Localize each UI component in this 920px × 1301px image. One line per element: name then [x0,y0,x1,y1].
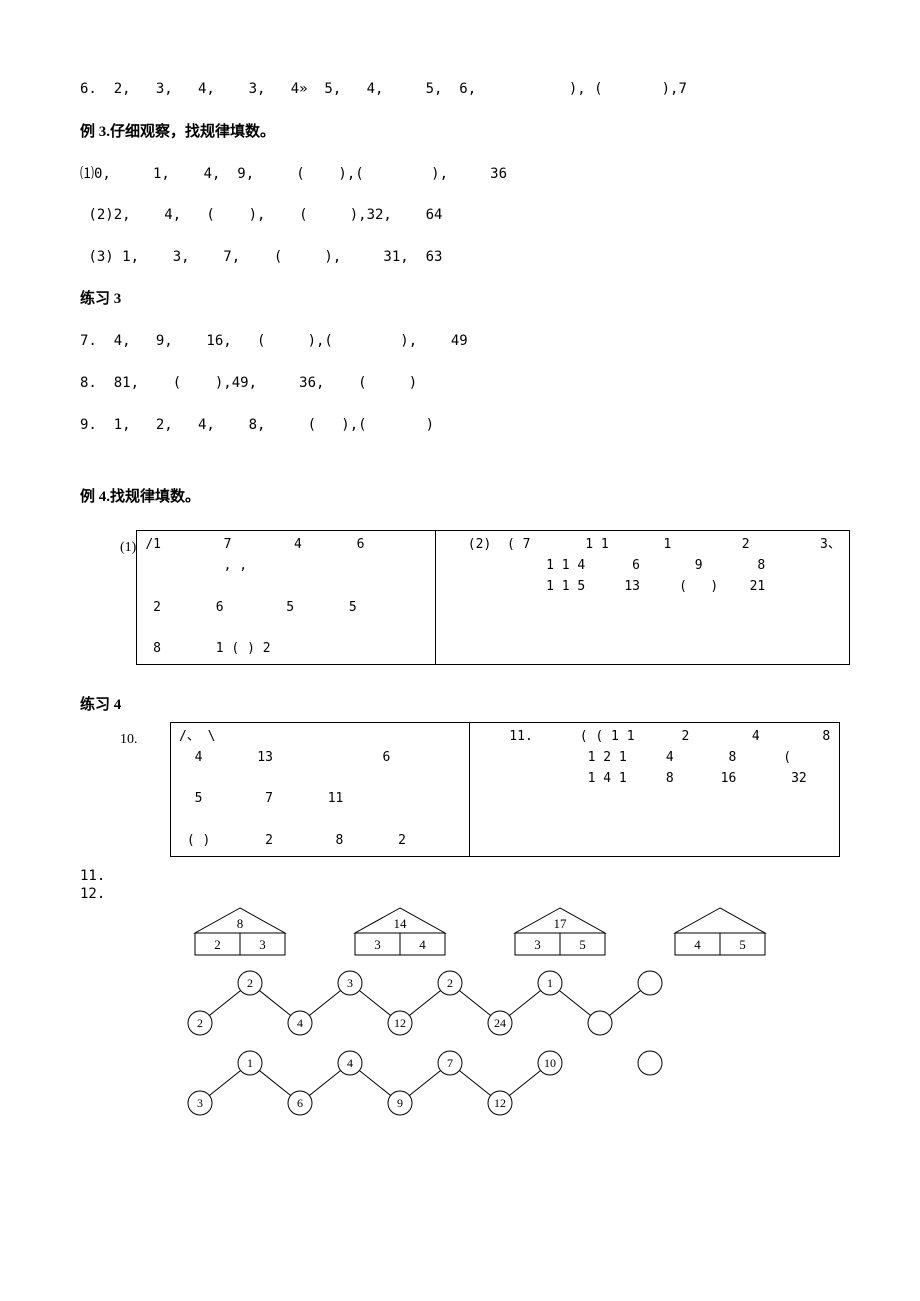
svg-text:24: 24 [494,1016,506,1030]
svg-text:17: 17 [554,916,568,931]
svg-text:2: 2 [197,1016,203,1030]
svg-text:5: 5 [579,937,586,952]
practice-4-right-box: 11. ( ( 1 1 2 4 8 1 2 1 4 8 ( 1 4 1 8 16… [470,722,840,857]
svg-text:4: 4 [347,1056,353,1070]
svg-text:12: 12 [394,1016,406,1030]
svg-text:6: 6 [297,1096,303,1110]
svg-text:4: 4 [297,1016,303,1030]
example-3-item-3: (3) 1, 3, 7, ( ), 31, 63 [80,248,840,268]
svg-text:2: 2 [447,976,453,990]
svg-text:3: 3 [197,1096,203,1110]
svg-text:7: 7 [447,1056,453,1070]
svg-text:1: 1 [247,1056,253,1070]
practice-3-item-8: 8. 81, ( ),49, 36, ( ) [80,374,840,394]
svg-text:12: 12 [494,1096,506,1110]
svg-text:14: 14 [394,916,408,931]
example-4-label: (1) [120,530,136,665]
svg-text:1: 1 [547,976,553,990]
example-3-title: 例 3.仔细观察，找规律填数。 [80,122,840,143]
example-4-left-box: /1 7 4 6 , , 2 6 5 5 8 1 ( ) 2 [136,530,436,665]
svg-text:3: 3 [374,937,381,952]
example-4-title: 例 4.找规律填数。 [80,487,840,508]
practice-4-title: 练习 4 [80,695,840,716]
practice-3-item-9: 9. 1, 2, 4, 8, ( ),( ) [80,416,840,436]
svg-text:5: 5 [739,937,746,952]
practice-3-item-7: 7. 4, 9, 16, ( ),( ), 49 [80,332,840,352]
svg-text:2: 2 [214,937,221,952]
svg-text:9: 9 [397,1096,403,1110]
question-6: 6. 2, 3, 4, 3, 4» 5, 4, 5, 6, ), ( ),7 [80,80,840,100]
svg-text:3: 3 [259,937,266,952]
pattern-diagram: 823143417354523212412241471036912 [180,903,820,1123]
example-3-item-1: ⑴0, 1, 4, 9, ( ),( ), 36 [80,165,840,185]
practice-4-label: 10. [120,722,170,857]
svg-text:3: 3 [534,937,541,952]
example-4-right-box: (2) ( 7 1 1 1 2 3、 1 1 4 6 9 8 1 1 5 13 … [436,530,850,665]
question-11-12-label: 11. 12. [80,867,840,903]
svg-text:4: 4 [419,937,426,952]
example-3-item-2: (2)2, 4, ( ), ( ),32, 64 [80,206,840,226]
svg-text:2: 2 [247,976,253,990]
practice-3-title: 练习 3 [80,289,840,310]
svg-text:8: 8 [237,916,244,931]
practice-4-tables: 10. /、 \ 4 13 6 5 7 11 ( ) 2 8 2 11. ( (… [120,722,840,857]
svg-text:3: 3 [347,976,353,990]
practice-4-left-box: /、 \ 4 13 6 5 7 11 ( ) 2 8 2 [170,722,470,857]
svg-text:10: 10 [544,1056,556,1070]
svg-text:4: 4 [694,937,701,952]
example-4-tables: (1) /1 7 4 6 , , 2 6 5 5 8 1 ( ) 2 (2) (… [120,530,840,665]
